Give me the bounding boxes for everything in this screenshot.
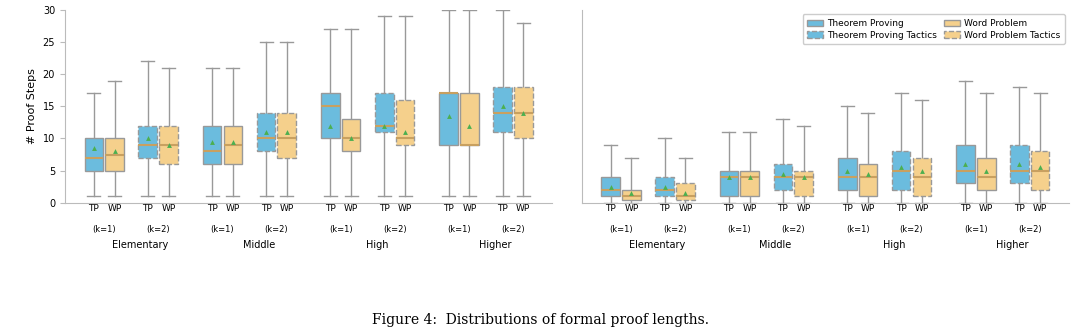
Bar bbox=[514, 87, 532, 138]
Bar bbox=[440, 94, 458, 145]
Bar bbox=[203, 126, 221, 164]
Text: (k=1): (k=1) bbox=[329, 225, 352, 234]
Text: (k=2): (k=2) bbox=[383, 225, 406, 234]
Bar bbox=[719, 171, 739, 196]
Bar bbox=[341, 119, 361, 151]
Bar bbox=[892, 151, 910, 190]
Bar bbox=[859, 164, 877, 196]
Text: (k=2): (k=2) bbox=[147, 225, 170, 234]
Text: (k=1): (k=1) bbox=[447, 225, 471, 234]
Text: Higher: Higher bbox=[996, 240, 1028, 250]
Text: High: High bbox=[882, 240, 905, 250]
Bar bbox=[494, 87, 512, 132]
Text: (k=2): (k=2) bbox=[900, 225, 923, 234]
Bar bbox=[741, 171, 759, 196]
Bar bbox=[375, 94, 393, 132]
Text: Elementary: Elementary bbox=[112, 240, 168, 250]
Text: Higher: Higher bbox=[480, 240, 512, 250]
Text: (k=1): (k=1) bbox=[211, 225, 234, 234]
Bar bbox=[656, 177, 674, 196]
Bar bbox=[460, 94, 478, 145]
Bar bbox=[622, 190, 640, 199]
Bar bbox=[321, 94, 340, 138]
Bar bbox=[224, 126, 242, 164]
Bar bbox=[1030, 151, 1050, 190]
Legend: Theorem Proving, Theorem Proving Tactics, Word Problem, Word Problem Tactics: Theorem Proving, Theorem Proving Tactics… bbox=[802, 14, 1065, 44]
Bar bbox=[138, 126, 157, 158]
Bar bbox=[84, 138, 104, 171]
Bar bbox=[257, 113, 275, 151]
Text: Elementary: Elementary bbox=[630, 240, 686, 250]
Text: (k=2): (k=2) bbox=[782, 225, 805, 234]
Text: (k=2): (k=2) bbox=[663, 225, 687, 234]
Text: (k=1): (k=1) bbox=[609, 225, 633, 234]
Bar bbox=[838, 158, 856, 190]
Bar bbox=[773, 164, 793, 190]
Bar bbox=[395, 100, 415, 145]
Text: (k=1): (k=1) bbox=[93, 225, 116, 234]
Text: High: High bbox=[366, 240, 389, 250]
Y-axis label: # Proof Steps: # Proof Steps bbox=[27, 68, 37, 144]
Bar bbox=[1010, 145, 1029, 183]
Text: (k=1): (k=1) bbox=[728, 225, 751, 234]
Bar bbox=[676, 183, 694, 199]
Bar bbox=[105, 138, 124, 171]
Bar bbox=[278, 113, 296, 158]
Text: (k=2): (k=2) bbox=[1018, 225, 1041, 234]
Text: (k=2): (k=2) bbox=[265, 225, 288, 234]
Text: (k=1): (k=1) bbox=[846, 225, 869, 234]
Bar bbox=[602, 177, 620, 196]
Text: (k=1): (k=1) bbox=[964, 225, 987, 234]
Bar bbox=[977, 158, 996, 190]
Text: Middle: Middle bbox=[759, 240, 792, 250]
Bar bbox=[794, 171, 813, 196]
Text: (k=2): (k=2) bbox=[501, 225, 525, 234]
Bar bbox=[159, 126, 178, 164]
Text: Middle: Middle bbox=[243, 240, 275, 250]
Bar bbox=[956, 145, 975, 183]
Bar bbox=[913, 158, 931, 196]
Text: Figure 4:  Distributions of formal proof lengths.: Figure 4: Distributions of formal proof … bbox=[372, 313, 708, 327]
